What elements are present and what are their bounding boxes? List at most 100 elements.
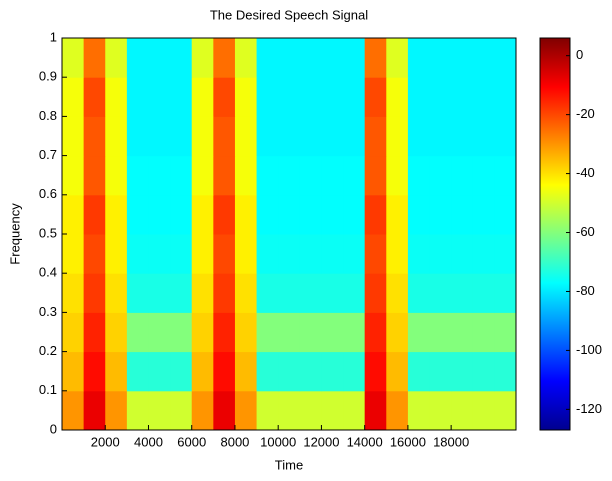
heatmap-cell bbox=[429, 390, 452, 431]
heatmap-cell bbox=[451, 38, 474, 78]
heatmap-cell bbox=[213, 234, 236, 274]
heatmap-cell bbox=[105, 155, 128, 196]
heatmap-cell bbox=[364, 77, 387, 117]
chart-title: The Desired Speech Signal bbox=[210, 7, 368, 22]
heatmap-cell bbox=[494, 77, 517, 117]
heatmap-cell bbox=[386, 38, 409, 78]
y-tick-label: 0.6 bbox=[39, 186, 57, 201]
heatmap-cell bbox=[494, 116, 517, 157]
heatmap-cell bbox=[321, 234, 344, 274]
colorbar-tick-label: -120 bbox=[576, 401, 602, 416]
colorbar-frame bbox=[539, 37, 571, 431]
heatmap-cell bbox=[191, 273, 214, 313]
heatmap-cell bbox=[494, 312, 517, 353]
x-tick-label: 14000 bbox=[347, 434, 383, 449]
axes-frame bbox=[61, 37, 517, 431]
y-tick-label: 0.7 bbox=[39, 147, 57, 162]
heatmap-cell bbox=[105, 390, 128, 431]
heatmap-cell bbox=[234, 234, 258, 274]
heatmap-cell bbox=[191, 194, 214, 235]
heatmap-cell bbox=[191, 38, 214, 78]
heatmap-cell bbox=[256, 351, 279, 392]
heatmap-cell bbox=[299, 234, 322, 274]
heatmap-cell bbox=[126, 273, 149, 313]
x-tick-label: 6000 bbox=[177, 434, 206, 449]
heatmap-cell bbox=[126, 116, 149, 157]
heatmap-cell bbox=[451, 194, 474, 235]
x-tick-label: 12000 bbox=[303, 434, 339, 449]
x-tick-label: 8000 bbox=[220, 434, 249, 449]
heatmap-cell bbox=[364, 234, 387, 274]
heatmap-cell bbox=[429, 77, 452, 117]
heatmap-cell bbox=[256, 273, 279, 313]
heatmap-cell bbox=[321, 390, 344, 431]
colorbar-tick-label: -60 bbox=[576, 224, 595, 239]
heatmap-cell bbox=[364, 116, 387, 157]
heatmap-cell bbox=[234, 273, 258, 313]
heatmap-cell bbox=[234, 77, 258, 117]
heatmap-cell bbox=[407, 155, 431, 196]
heatmap-cell bbox=[278, 312, 301, 353]
heatmap-cell bbox=[343, 38, 366, 78]
heatmap-cell bbox=[213, 38, 236, 78]
heatmap-cell bbox=[191, 116, 214, 157]
heatmap-cell bbox=[170, 351, 193, 392]
heatmap-cell bbox=[62, 155, 85, 196]
heatmap-cell bbox=[429, 312, 452, 353]
x-tick-label: 18000 bbox=[433, 434, 469, 449]
heatmap-cell bbox=[407, 234, 431, 274]
heatmap-cell bbox=[256, 38, 279, 78]
heatmap-cell bbox=[407, 312, 431, 353]
heatmap-cell bbox=[451, 234, 474, 274]
y-tick-label: 0.8 bbox=[39, 108, 57, 123]
heatmap-cell bbox=[148, 155, 171, 196]
heatmap-cell bbox=[170, 77, 193, 117]
heatmap-cell bbox=[278, 351, 301, 392]
heatmap-cell bbox=[191, 234, 214, 274]
heatmap-cell bbox=[83, 234, 106, 274]
heatmap-cell bbox=[62, 38, 85, 78]
heatmap-cell bbox=[299, 38, 322, 78]
heatmap-cell bbox=[472, 390, 495, 431]
heatmap-cell bbox=[256, 312, 279, 353]
heatmap-cell bbox=[386, 194, 409, 235]
heatmap-cell bbox=[170, 273, 193, 313]
heatmap-cell bbox=[472, 116, 495, 157]
y-axis-label: Frequency bbox=[7, 203, 22, 265]
heatmap-cell bbox=[429, 194, 452, 235]
heatmap-cell bbox=[278, 273, 301, 313]
heatmap-cell bbox=[213, 273, 236, 313]
heatmap-cell bbox=[191, 312, 214, 353]
heatmap-cell bbox=[343, 273, 366, 313]
heatmap-cell bbox=[364, 351, 387, 392]
heatmap-cell bbox=[407, 194, 431, 235]
heatmap-cell bbox=[494, 234, 517, 274]
heatmap-cell bbox=[234, 155, 258, 196]
heatmap-cell bbox=[321, 38, 344, 78]
heatmap-cell bbox=[472, 77, 495, 117]
heatmap-cell bbox=[105, 351, 128, 392]
heatmap-cell bbox=[62, 273, 85, 313]
heatmap-cell bbox=[299, 194, 322, 235]
heatmap-cell bbox=[407, 116, 431, 157]
heatmap-cell bbox=[126, 194, 149, 235]
heatmap-cell bbox=[343, 234, 366, 274]
heatmap-cell bbox=[213, 194, 236, 235]
heatmap-cell bbox=[386, 77, 409, 117]
heatmap-cell bbox=[62, 234, 85, 274]
heatmap-cell bbox=[62, 77, 85, 117]
heatmap-cell bbox=[407, 273, 431, 313]
heatmap-cell bbox=[451, 77, 474, 117]
heatmap-cell bbox=[299, 77, 322, 117]
heatmap-cell bbox=[191, 155, 214, 196]
heatmap-cell bbox=[321, 155, 344, 196]
heatmap-cell bbox=[148, 390, 171, 431]
x-tick-label: 4000 bbox=[134, 434, 163, 449]
heatmap-cell bbox=[278, 116, 301, 157]
heatmap-cell bbox=[386, 351, 409, 392]
heatmap-cell bbox=[386, 273, 409, 313]
heatmap-cell bbox=[451, 155, 474, 196]
heatmap-cell bbox=[343, 194, 366, 235]
heatmap-cell bbox=[105, 116, 128, 157]
